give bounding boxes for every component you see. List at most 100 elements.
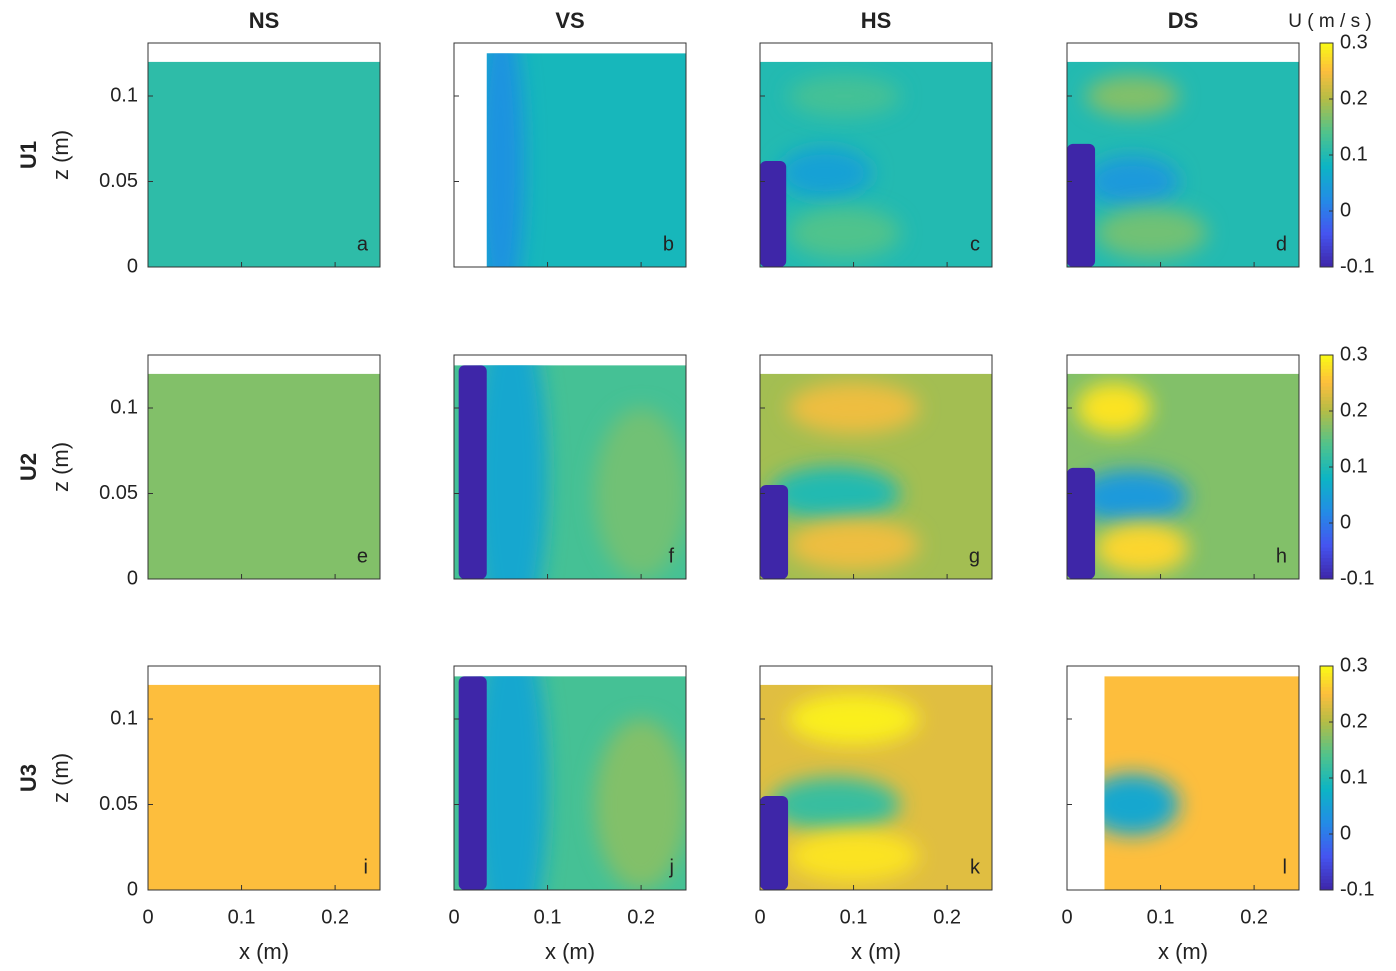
colorbar-tick-label: 0.3 — [1340, 343, 1368, 365]
colorbar-cell — [1320, 186, 1333, 191]
row-title: U1 — [16, 141, 41, 169]
colorbar-cell — [1320, 701, 1333, 705]
y-tick-label: 0 — [127, 255, 138, 277]
colorbar-cell — [1320, 162, 1333, 166]
colorbar-cell — [1320, 544, 1333, 548]
colorbar-cell — [1320, 376, 1333, 380]
axes-box — [1066, 42, 1300, 268]
colorbar-cell — [1320, 358, 1333, 363]
x-tick-label: 0.2 — [933, 906, 961, 928]
colorbar-cell — [1320, 495, 1333, 499]
colorbar-cell — [1320, 74, 1333, 79]
colorbar-cell — [1320, 372, 1333, 377]
colorbar-cell — [1320, 533, 1333, 538]
colorbar-cell — [1320, 855, 1333, 859]
colorbar-cell — [1320, 109, 1333, 114]
colorbar-cell — [1320, 102, 1333, 107]
x-tick-label: 0 — [448, 906, 459, 928]
colorbar-cell — [1320, 767, 1333, 772]
colorbar-cell — [1320, 211, 1333, 215]
colorbar-cell — [1320, 183, 1333, 187]
colorbar-cell — [1320, 470, 1333, 475]
y-axis-label: z (m) — [48, 130, 73, 180]
field-feature — [1085, 155, 1180, 208]
colorbar-cell — [1320, 572, 1333, 576]
colorbar-cell — [1320, 858, 1333, 863]
colorbar-cell — [1320, 253, 1333, 257]
panel: i 0 0.05 0.1 0 0.1 0.2 x (m) U3 z (m) — [16, 665, 381, 964]
field-feature — [788, 382, 920, 434]
colorbar-cell — [1320, 771, 1333, 775]
colorbar-cell — [1320, 449, 1333, 454]
colorbar-cell — [1320, 235, 1333, 240]
colorbar-cell — [1320, 830, 1333, 835]
field — [1067, 373, 1299, 579]
field-background — [148, 373, 380, 579]
colorbar-cell — [1320, 680, 1333, 684]
x-tick-label: 0.2 — [321, 906, 349, 928]
colorbar-cell — [1320, 757, 1333, 761]
colorbar-cell — [1320, 172, 1333, 177]
colorbar-cell — [1320, 446, 1333, 450]
obstacle-mask — [760, 160, 787, 267]
colorbar-tick-label: 0.1 — [1340, 455, 1368, 477]
panel-letter: e — [357, 545, 368, 567]
panel-letter: h — [1276, 545, 1287, 567]
field-feature — [788, 519, 920, 571]
colorbar-cell — [1320, 158, 1333, 163]
obstacle-mask — [1067, 467, 1096, 579]
colorbar-cell — [1320, 81, 1333, 86]
colorbar-cell — [1320, 397, 1333, 401]
colorbar-cell — [1320, 421, 1333, 426]
colorbar-cell — [1320, 669, 1333, 674]
field-feature — [1076, 382, 1152, 434]
colorbar-cell — [1320, 53, 1333, 58]
field-feature — [1076, 469, 1189, 525]
x-axis-label: x (m) — [1158, 939, 1208, 964]
field-feature — [486, 53, 525, 268]
colorbar-cell — [1320, 736, 1333, 740]
colorbar-cell — [1320, 456, 1333, 461]
column-title: VS — [555, 8, 584, 33]
colorbar-cell — [1320, 876, 1333, 880]
colorbar-cell — [1320, 207, 1333, 212]
field-feature — [1095, 522, 1189, 574]
x-tick-label: 0 — [142, 906, 153, 928]
panel-letter: b — [663, 233, 674, 255]
colorbar-cell — [1320, 428, 1333, 433]
field-feature — [788, 75, 901, 117]
colorbar-cell — [1320, 400, 1333, 405]
y-tick-label: 0 — [127, 567, 138, 589]
colorbar-cell — [1320, 883, 1333, 887]
colorbar-cell — [1320, 176, 1333, 180]
colorbar-cell — [1320, 718, 1333, 723]
colorbar-cell — [1320, 565, 1333, 569]
colorbar-cell — [1320, 837, 1333, 842]
colorbar-cell — [1320, 785, 1333, 789]
panel: a 0 0.05 0.1 NS U1 z (m) — [16, 8, 381, 277]
y-tick-label: 0.1 — [110, 707, 138, 729]
colorbar-cell — [1320, 113, 1333, 117]
colorbar-cell — [1320, 390, 1333, 394]
colorbar-cell — [1320, 715, 1333, 719]
colorbar-cell — [1320, 260, 1333, 264]
colorbar-cell — [1320, 439, 1333, 443]
colorbar-cell — [1320, 802, 1333, 807]
colorbar-cell — [1320, 92, 1333, 96]
colorbar-cell — [1320, 43, 1333, 47]
colorbar-cell — [1320, 463, 1333, 468]
colorbar-cell — [1320, 393, 1333, 398]
colorbar-tick-label: 0.1 — [1340, 143, 1368, 165]
colorbar-cell — [1320, 50, 1333, 54]
colorbar-tick-label: 0.3 — [1340, 654, 1368, 676]
colorbar-cell — [1320, 879, 1333, 884]
colorbar-cell — [1320, 120, 1333, 124]
obstacle-mask — [1067, 143, 1096, 267]
obstacle-mask — [458, 365, 487, 579]
colorbar-tick-label: 0.2 — [1340, 399, 1368, 421]
x-tick-label: 0.1 — [840, 906, 868, 928]
colorbar-cell — [1320, 460, 1333, 464]
panel-letter: k — [970, 856, 981, 878]
colorbar-cell — [1320, 558, 1333, 562]
x-axis-label: x (m) — [545, 939, 595, 964]
